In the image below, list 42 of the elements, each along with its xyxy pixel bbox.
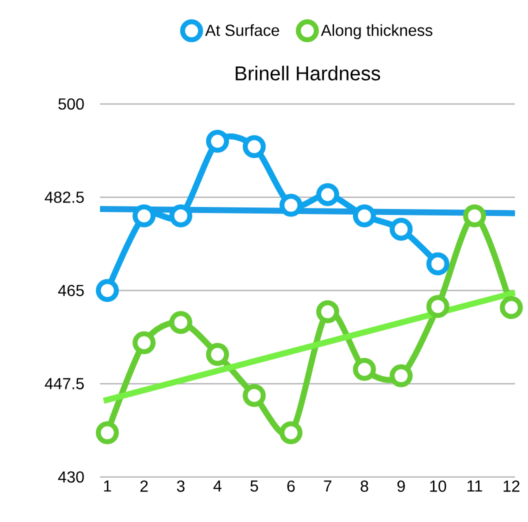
point [169, 310, 192, 334]
legend-label: At Surface [205, 24, 280, 36]
y-tick-label: 430 [58, 471, 84, 483]
point [96, 421, 119, 444]
x-tick-label: 12 [504, 480, 520, 492]
x-tick-label: 1 [104, 480, 112, 492]
point [169, 204, 192, 228]
point [500, 296, 523, 320]
point [316, 183, 340, 206]
point [96, 278, 119, 302]
x-tick-label: 5 [250, 480, 258, 492]
point [132, 331, 156, 354]
point [352, 358, 376, 381]
point [242, 384, 266, 407]
point [242, 135, 266, 158]
point [279, 421, 302, 444]
point [390, 364, 413, 388]
legend-label: Along thickness [320, 24, 432, 40]
x-tick-label: 8 [360, 480, 368, 492]
point [206, 342, 230, 366]
y-tick-label: 465 [58, 284, 84, 296]
point [316, 300, 340, 324]
x-tick-label: 6 [287, 480, 295, 492]
x-tick-label: 7 [324, 480, 332, 492]
y-tick-label: 447.5 [44, 378, 84, 390]
x-tick-label: 10 [430, 480, 446, 492]
chart-title: Brinell Hardness [236, 66, 380, 80]
y-tick-label: 500 [58, 98, 84, 110]
x-tick-label: 4 [213, 480, 222, 492]
x-tick-label: 11 [468, 480, 482, 492]
point [426, 294, 450, 318]
point [352, 204, 376, 228]
point [390, 218, 413, 241]
point [132, 204, 156, 228]
point [279, 194, 302, 217]
x-tick-label: 9 [397, 480, 405, 492]
point [426, 252, 450, 276]
x-tick-label: 3 [176, 480, 185, 492]
y-tick-label: 482.5 [44, 192, 84, 203]
point [206, 130, 230, 153]
point [463, 204, 486, 228]
x-tick-label: 2 [140, 480, 148, 492]
